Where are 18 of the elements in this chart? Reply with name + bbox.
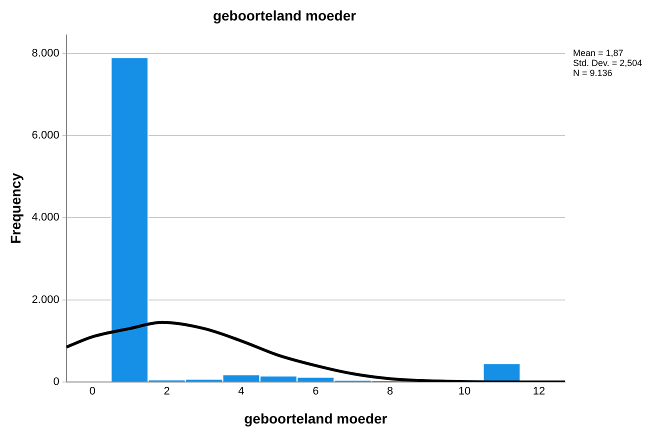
text: N = 9.136: [573, 68, 612, 78]
y-tick-label: 0: [53, 376, 60, 388]
y-tick-label: 4.000: [32, 212, 60, 224]
x-tick-label: 10: [458, 386, 471, 398]
text: Std. Dev. = 2,504: [573, 58, 642, 68]
x-tick-label: 12: [532, 386, 546, 398]
y-tick-label: 8.000: [32, 47, 60, 60]
x-axis-title: geboorteland moeder: [244, 410, 388, 426]
x-tick-label: 0: [89, 386, 96, 398]
x-tick-label: 2: [164, 386, 170, 398]
y-tick-label: 6.000: [32, 130, 60, 142]
x-tick-label: 8: [387, 386, 394, 398]
x-tick-label: 4: [238, 386, 244, 398]
text: Mean = 1,87: [573, 48, 624, 58]
y-axis-title: Frequency: [7, 172, 24, 244]
x-tick-label: 6: [312, 386, 319, 398]
y-tick-label: 2.000: [32, 294, 60, 306]
chart-title: geboorteland moeder: [212, 7, 357, 24]
